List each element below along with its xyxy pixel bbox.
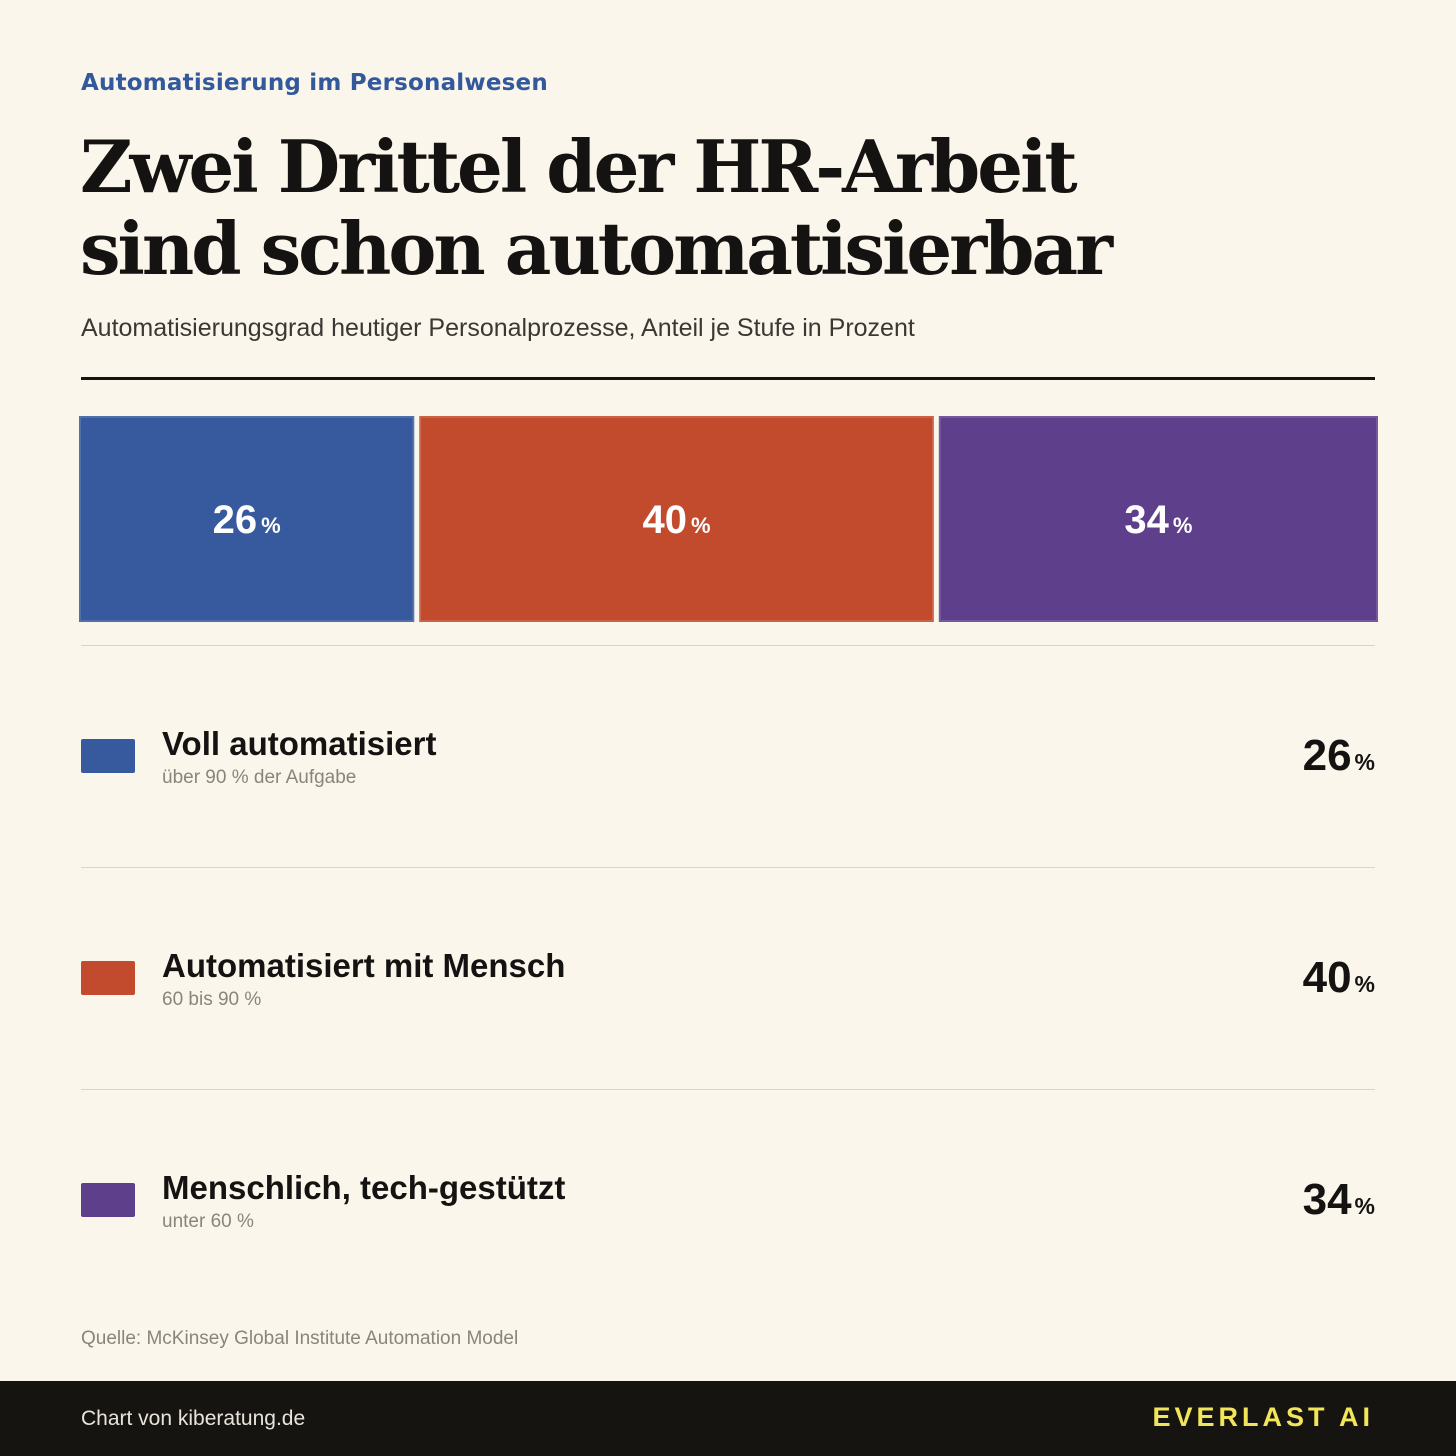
footer-credit: Chart von kiberatung.de [81,1407,306,1430]
bar-value-unit-3: % [1173,513,1193,538]
legend-divider [81,1089,1375,1090]
bar-value-label-3: 34% [1124,498,1192,542]
legend-row: Menschlich, tech-gestützt unter 60 % 34% [81,1089,1375,1311]
bar-segment-1 [79,416,415,622]
bar-value-unit-1: % [261,513,281,538]
bar-segment-edge-2 [419,416,934,622]
legend-description: über 90 % der Aufgabe [162,767,357,788]
header-divider [81,377,1375,380]
legend-divider [81,645,1375,646]
bar-value-label-1: 26% [213,498,281,542]
source-note: Quelle: McKinsey Global Institute Automa… [81,1328,519,1349]
legend-row: Automatisiert mit Mensch 60 bis 90 % 40% [81,867,1375,1089]
legend-swatch [81,1183,135,1217]
legend-value-unit: % [1354,1193,1375,1219]
legend-description: unter 60 % [162,1211,254,1232]
chart-subtitle: Automatisierungsgrad heutiger Personalpr… [81,314,915,342]
legend-swatch [81,739,135,773]
legend-description: 60 bis 90 % [162,989,262,1010]
legend-value-number: 40 [1302,953,1352,1002]
legend-row: Voll automatisiert über 90 % der Aufgabe 2… [81,645,1375,867]
legend-value-unit: % [1354,749,1375,775]
legend-divider [81,867,1375,868]
legend-value-unit: % [1354,971,1375,997]
bar-value-label-2: 40% [643,498,711,542]
title-line-2: sind schon automatisierbar [80,206,1113,291]
bar-segment-2 [419,416,934,622]
stacked-bar-chart: 26% 40% 34% [79,416,1378,622]
bar-value-number-1: 26 [213,498,258,542]
legend-label: Voll automatisiert [162,725,437,762]
title-line-1: Zwei Drittel der HR-Arbeit [80,124,1078,209]
legend-label: Automatisiert mit Mensch [162,947,566,984]
legend-value-number: 34 [1302,1175,1352,1224]
legend-swatch [81,961,135,995]
brand-logo: EVERLAST AI [1152,1402,1374,1432]
page-title: Zwei Drittel der HR-Arbeit sind schon au… [80,126,1380,290]
bar-value-unit-2: % [691,513,711,538]
legend-value: 26% [1303,731,1375,781]
bar-segment-edge-3 [939,416,1378,622]
footer-bar: Chart von kiberatung.de EVERLAST AI [0,1381,1456,1456]
bar-segment-edge-1 [79,416,414,622]
bar-value-number-3: 34 [1124,498,1169,542]
legend-value-number: 26 [1302,731,1352,780]
legend-label: Menschlich, tech-gestützt [162,1169,566,1206]
kicker: Automatisierung im Personalwesen [81,70,548,96]
bar-value-number-2: 40 [643,498,688,542]
legend-value: 34% [1303,1175,1375,1225]
legend-value: 40% [1303,953,1375,1003]
bar-segment-3 [938,416,1378,622]
